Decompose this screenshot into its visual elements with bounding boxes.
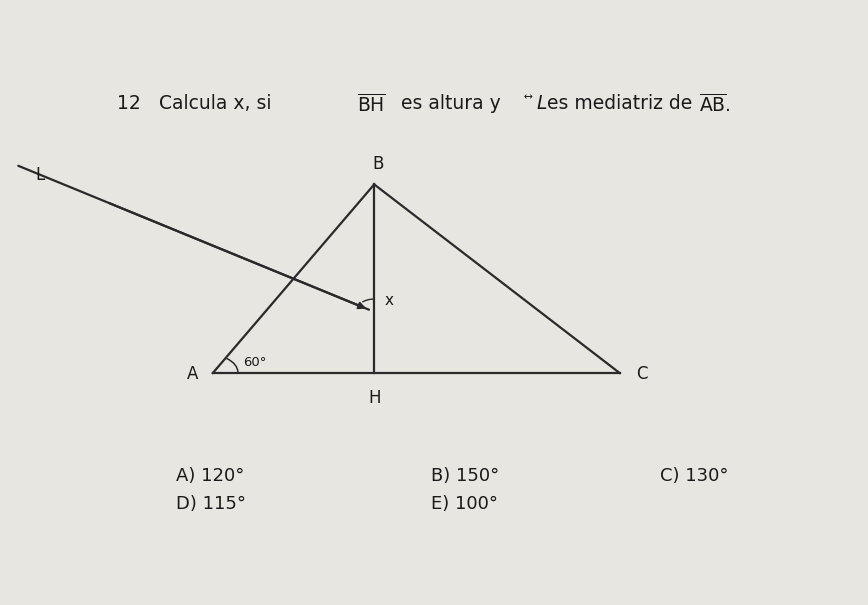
Text: H: H <box>368 390 380 407</box>
Text: x: x <box>385 293 393 308</box>
Text: $\overline{\rm AB}.$: $\overline{\rm AB}.$ <box>699 94 731 116</box>
Text: A: A <box>187 365 198 384</box>
Text: es altura y: es altura y <box>401 94 501 113</box>
Text: E) 100°: E) 100° <box>431 495 498 513</box>
Text: es mediatriz de: es mediatriz de <box>547 94 693 113</box>
Text: C) 130°: C) 130° <box>661 467 728 485</box>
Text: B: B <box>372 155 384 173</box>
Text: A) 120°: A) 120° <box>175 467 244 485</box>
Text: $\overleftrightarrow{L}$: $\overleftrightarrow{L}$ <box>523 94 548 113</box>
Text: D) 115°: D) 115° <box>175 495 246 513</box>
Text: Calcula x, si: Calcula x, si <box>159 94 278 113</box>
Text: 12: 12 <box>116 94 141 113</box>
Text: $\overline{\rm BH}$: $\overline{\rm BH}$ <box>358 94 386 116</box>
Text: B) 150°: B) 150° <box>431 467 500 485</box>
Text: L: L <box>36 166 45 185</box>
Text: 60°: 60° <box>243 356 266 369</box>
Text: C: C <box>636 365 648 384</box>
